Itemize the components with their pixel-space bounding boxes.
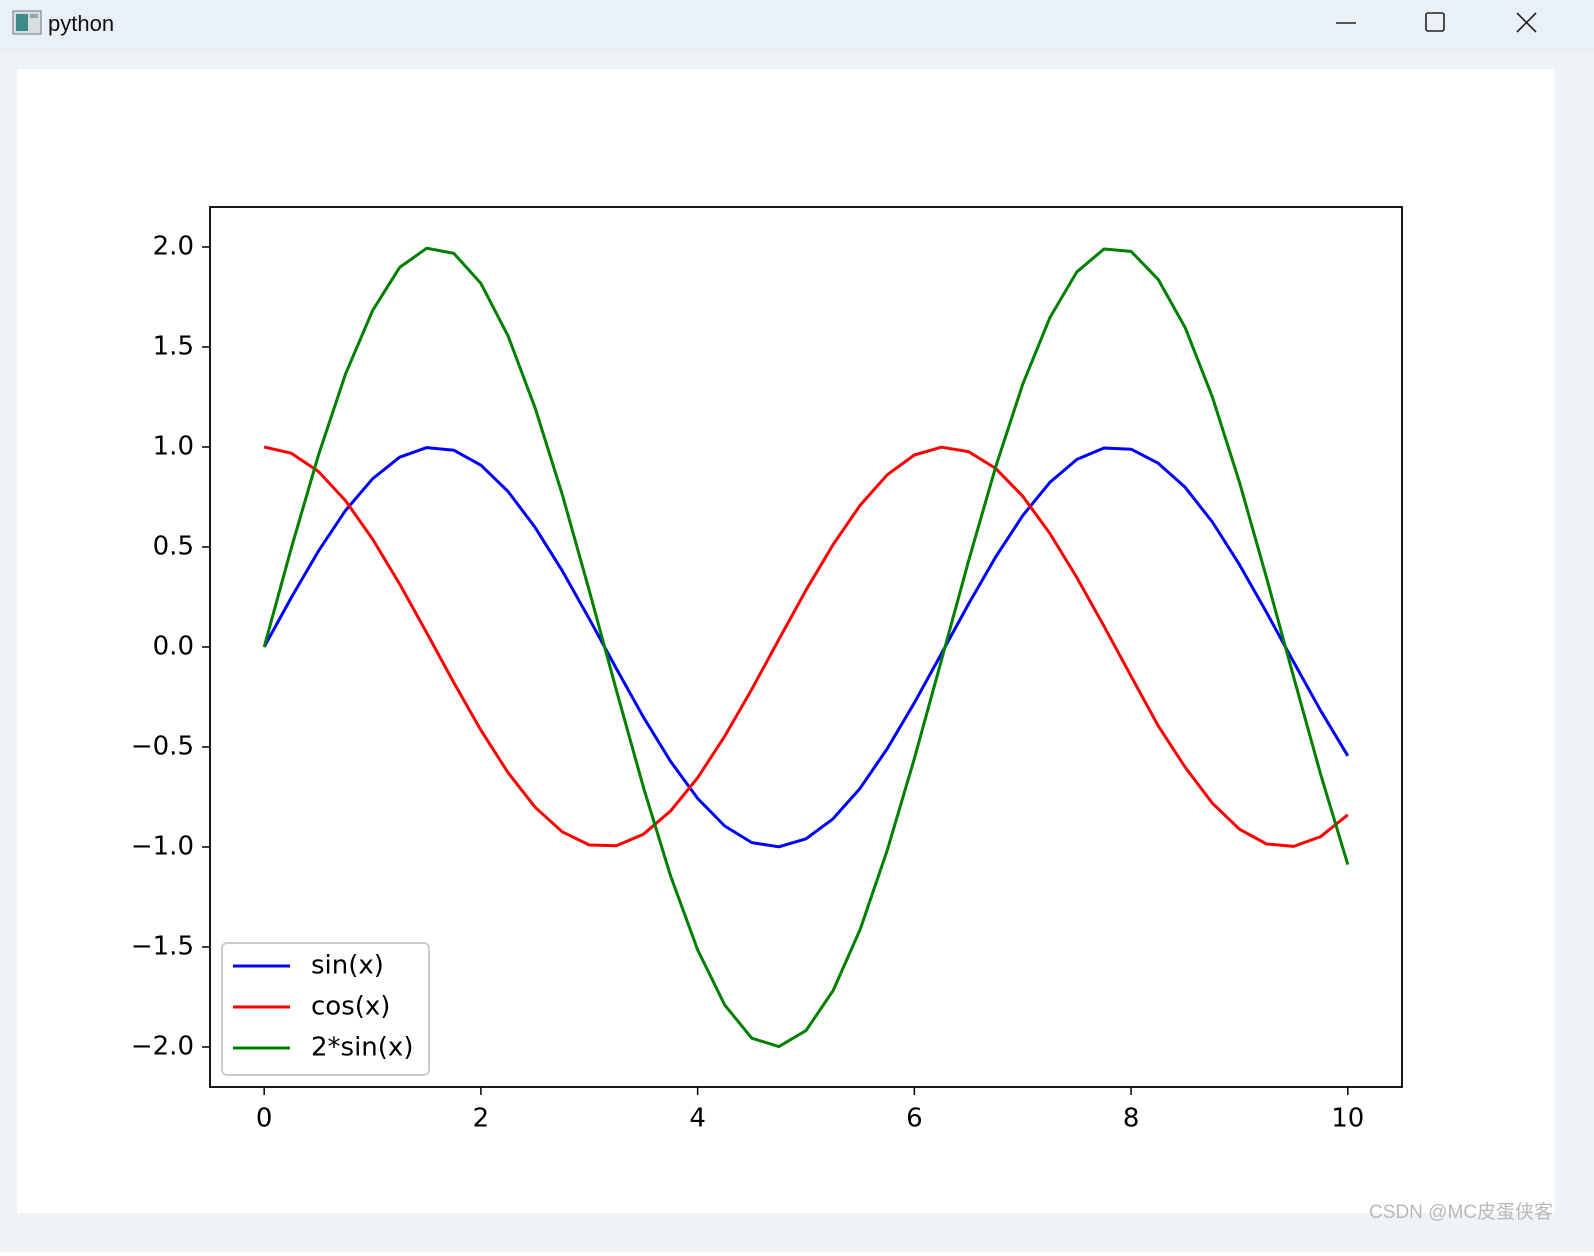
y-tick-label: 0.0: [153, 632, 194, 662]
y-tick-label: −2.0: [131, 1032, 194, 1062]
y-tick-label: 2.0: [153, 232, 194, 262]
plot: −2.0 −1.5 −1.0 −0.5 0.0 0.5 1.0 1.5 2.0 0 2 4 6 8 10 si…: [131, 206, 1403, 1134]
line-series: [262, 246, 1350, 1049]
axes-frame: [209, 206, 1403, 1088]
x-tick-label: 2: [473, 1104, 490, 1134]
x-tick-label: 8: [1123, 1104, 1140, 1134]
y-tick-label: 1.0: [153, 432, 194, 462]
x-tick-label: 6: [906, 1104, 923, 1134]
maximize-button[interactable]: [1425, 12, 1445, 32]
line-series: [262, 446, 1350, 849]
legend-box: [221, 942, 430, 1076]
window-title: python: [48, 11, 114, 36]
legend-label: 2*sin(x): [311, 1033, 413, 1063]
y-tick-label: −0.5: [131, 732, 194, 762]
y-tick-label: −1.0: [131, 832, 194, 862]
app-icon: [12, 10, 42, 35]
line-series: [263, 445, 1349, 848]
title-bar: [0, 0, 1594, 52]
close-button[interactable]: [1516, 12, 1537, 33]
x-tick-label: 4: [689, 1104, 706, 1134]
y-tick-label: −1.5: [131, 932, 194, 962]
y-tick-label: 1.5: [153, 332, 194, 362]
y-tick-label: 0.5: [153, 532, 194, 562]
x-tick-label: 0: [256, 1104, 273, 1134]
watermark: CSDN @MC皮蛋侠客: [1369, 1201, 1553, 1223]
x-tick-label: 10: [1331, 1104, 1364, 1134]
legend-label: cos(x): [311, 992, 390, 1022]
legend-label: sin(x): [311, 951, 384, 981]
